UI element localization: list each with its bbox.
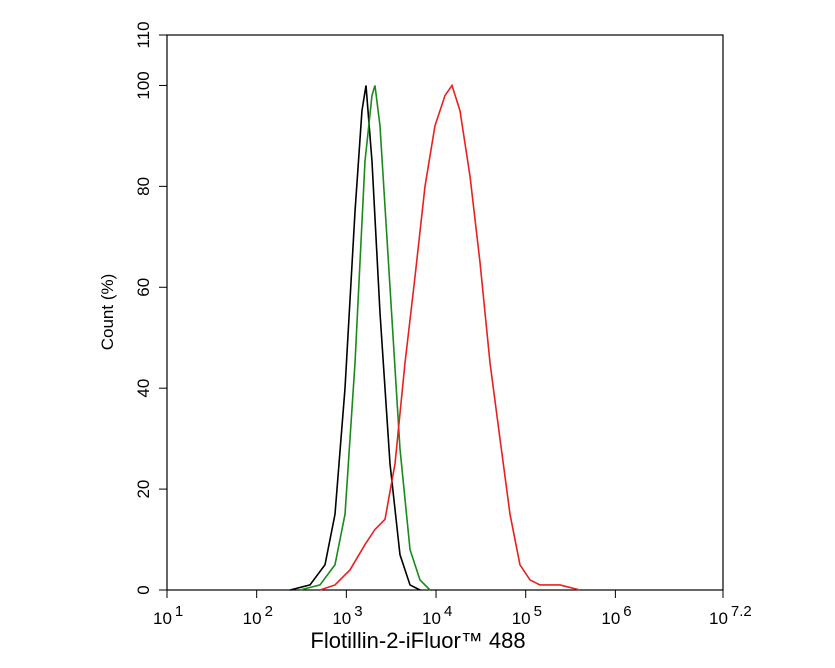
- histogram-line: [319, 83, 581, 591]
- histogram-line: [299, 85, 431, 591]
- y-tick-label: 60: [134, 278, 153, 297]
- x-tick-label: 10 1: [153, 603, 183, 628]
- x-tick-base: 10: [709, 609, 728, 628]
- x-axis-label: Flotillin-2-iFluor™ 488: [310, 628, 525, 653]
- x-tick-exponent: 1: [175, 603, 183, 620]
- y-axis-label: Count (%): [98, 274, 117, 351]
- x-tick-label: 10 3: [332, 603, 362, 628]
- x-tick-label: 10 2: [243, 603, 273, 628]
- y-tick-label: 80: [134, 177, 153, 196]
- x-tick-base: 10: [422, 609, 441, 628]
- x-tick-exponent: 7.2: [731, 603, 752, 620]
- x-tick-label: 10 6: [601, 603, 631, 628]
- y-tick-label: 0: [134, 585, 153, 594]
- y-tick-label: 110: [134, 21, 153, 48]
- x-tick-label: 10 7.2: [709, 603, 752, 628]
- plot-frame: [166, 34, 724, 591]
- y-tick-label: 40: [134, 379, 153, 398]
- x-tick-exponent: 6: [623, 603, 631, 620]
- histogram-line: [289, 85, 421, 591]
- x-tick-base: 10: [601, 609, 620, 628]
- x-tick-exponent: 4: [444, 603, 452, 620]
- y-tick-label: 100: [134, 71, 153, 99]
- x-tick-exponent: 5: [534, 603, 542, 620]
- x-tick-base: 10: [332, 609, 351, 628]
- x-tick-base: 10: [512, 609, 531, 628]
- x-tick-base: 10: [153, 609, 172, 628]
- x-tick-label: 10 4: [422, 603, 452, 628]
- x-tick-exponent: 2: [265, 603, 273, 620]
- x-tick-label: 10 5: [512, 603, 542, 628]
- y-tick-label: 20: [134, 480, 153, 499]
- x-tick-exponent: 3: [354, 603, 362, 620]
- x-tick-base: 10: [243, 609, 262, 628]
